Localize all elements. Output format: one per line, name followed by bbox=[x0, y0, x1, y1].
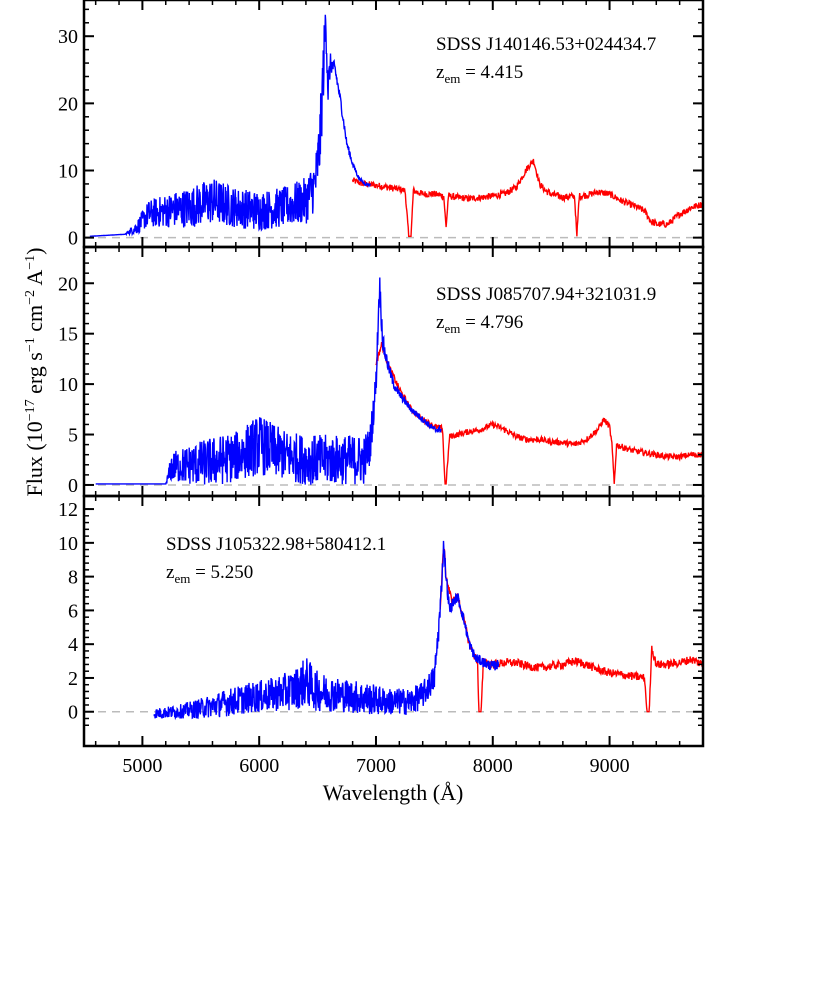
redshift-value: = 5.250 bbox=[190, 562, 253, 583]
model-spectrum bbox=[439, 548, 703, 713]
redshift-sub: em bbox=[444, 321, 460, 336]
redshift-label: zem = 5.250 bbox=[166, 562, 253, 586]
panel-3: 0 2 4 6 8 10 12 SDSS J105322.98+580412.1 zem = 5… bbox=[58, 494, 705, 748]
redshift-sub: em bbox=[174, 571, 190, 586]
y-tick-label: 20 bbox=[58, 93, 78, 115]
y-tick-label: 0 bbox=[68, 475, 78, 497]
y-tick-label: 10 bbox=[58, 161, 78, 183]
redshift-z: z bbox=[166, 562, 174, 583]
y-tick-label: 6 bbox=[68, 600, 78, 622]
quasar-name: SDSS J105322.98+580412.1 bbox=[166, 534, 386, 555]
y-tick-label: 8 bbox=[68, 567, 78, 589]
y-axis-title: Flux (10−17 erg s−1 cm−2 A−1) bbox=[22, 248, 47, 497]
y-tick-label: 20 bbox=[58, 273, 78, 295]
y-axis-title-cm-exp: −2 bbox=[23, 290, 38, 305]
x-axis-title: Wavelength (Å) bbox=[323, 780, 464, 805]
y-axis-title-flux: Flux (10 bbox=[22, 421, 47, 496]
model-spectrum bbox=[351, 158, 703, 237]
y-tick-label: 10 bbox=[58, 533, 78, 555]
redshift-z: z bbox=[436, 312, 444, 333]
panel-2: 0 5 10 15 20 SDSS J085707.94+321031.9 zem = 4.… bbox=[58, 245, 705, 498]
redshift-label: zem = 4.796 bbox=[436, 312, 523, 336]
x-tick-label: 9000 bbox=[590, 755, 630, 777]
panel-frame bbox=[82, 494, 705, 748]
y-tick-label: 4 bbox=[68, 634, 78, 656]
quasar-name: SDSS J140146.53+024434.7 bbox=[436, 34, 656, 55]
y-tick-label: 2 bbox=[68, 668, 78, 690]
x-tick-label: 7000 bbox=[356, 755, 396, 777]
observed-spectrum bbox=[95, 277, 442, 485]
redshift-sub: em bbox=[444, 71, 460, 86]
model-spectrum bbox=[375, 341, 703, 485]
y-axis-title-cm: cm bbox=[22, 305, 47, 337]
observed-spectrum bbox=[153, 540, 500, 721]
observed-spectrum bbox=[89, 14, 371, 237]
y-tick-label: 12 bbox=[58, 499, 78, 521]
y-axis-title-a: A bbox=[22, 270, 47, 290]
x-tick-label: 6000 bbox=[239, 755, 279, 777]
redshift-z: z bbox=[436, 62, 444, 83]
y-axis-title-exp: −17 bbox=[23, 399, 38, 421]
x-tick-label: 8000 bbox=[473, 755, 513, 777]
redshift-label: zem = 4.415 bbox=[436, 62, 523, 86]
y-tick-label: 10 bbox=[58, 374, 78, 396]
x-tick-label: 5000 bbox=[122, 755, 162, 777]
y-axis-title-s-exp: −1 bbox=[23, 337, 38, 352]
y-tick-label: 30 bbox=[58, 26, 78, 48]
redshift-value: = 4.796 bbox=[460, 312, 523, 333]
redshift-value: = 4.415 bbox=[460, 62, 523, 83]
y-tick-label: 0 bbox=[68, 228, 78, 250]
panel-1: 0 10 20 30 SDSS J140146.53+024434.7 zem = 4.4… bbox=[58, 0, 705, 250]
y-axis-title-close: ) bbox=[22, 248, 47, 255]
y-axis-title-a-exp: −1 bbox=[23, 255, 38, 270]
y-tick-label: 5 bbox=[68, 425, 78, 447]
y-tick-label: 15 bbox=[58, 324, 78, 346]
y-tick-label: 0 bbox=[68, 702, 78, 724]
y-axis-title-erg: erg s bbox=[22, 352, 47, 399]
quasar-name: SDSS J085707.94+321031.9 bbox=[436, 284, 656, 305]
